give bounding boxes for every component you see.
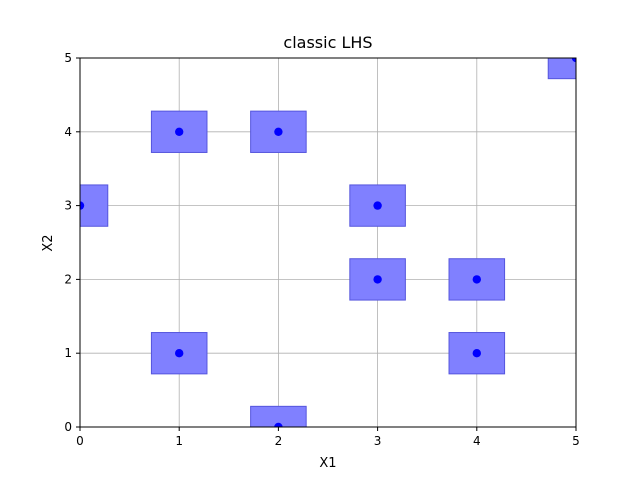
y-tick-label: 4 bbox=[64, 125, 72, 139]
plot-area bbox=[80, 58, 576, 427]
sample-point bbox=[274, 422, 283, 427]
chart-title: classic LHS bbox=[283, 33, 372, 52]
sample-point bbox=[274, 127, 283, 136]
x-tick-label: 0 bbox=[76, 434, 84, 448]
y-ticks: 0 1 2 3 4 5 bbox=[64, 51, 80, 434]
sample-point bbox=[472, 275, 481, 284]
x-ticks: 0 1 2 3 4 5 bbox=[76, 427, 580, 448]
plot-frame bbox=[79, 57, 577, 428]
y-tick-label: 3 bbox=[64, 199, 72, 213]
sample-point bbox=[373, 275, 382, 284]
x-tick-label: 4 bbox=[473, 434, 481, 448]
sample-point bbox=[175, 349, 184, 358]
y-tick-label: 0 bbox=[64, 420, 72, 434]
y-tick-label: 1 bbox=[64, 346, 72, 360]
y-tick-label: 2 bbox=[64, 272, 72, 286]
x-axis-label: X1 bbox=[319, 456, 336, 471]
sample-cell-box bbox=[150, 332, 208, 375]
sample-point bbox=[373, 201, 382, 210]
y-axis-label: X2 bbox=[41, 234, 56, 251]
sample-point bbox=[80, 201, 85, 210]
y-tick-label: 5 bbox=[64, 51, 72, 65]
sample-point bbox=[571, 58, 576, 63]
x-tick-label: 3 bbox=[374, 434, 382, 448]
sample-point bbox=[472, 349, 481, 358]
sample-point bbox=[175, 127, 184, 136]
x-tick-label: 5 bbox=[572, 434, 580, 448]
sample-cell-box bbox=[448, 258, 506, 301]
x-tick-label: 1 bbox=[175, 434, 183, 448]
x-tick-label: 2 bbox=[275, 434, 283, 448]
sample-cell-box bbox=[80, 184, 109, 227]
